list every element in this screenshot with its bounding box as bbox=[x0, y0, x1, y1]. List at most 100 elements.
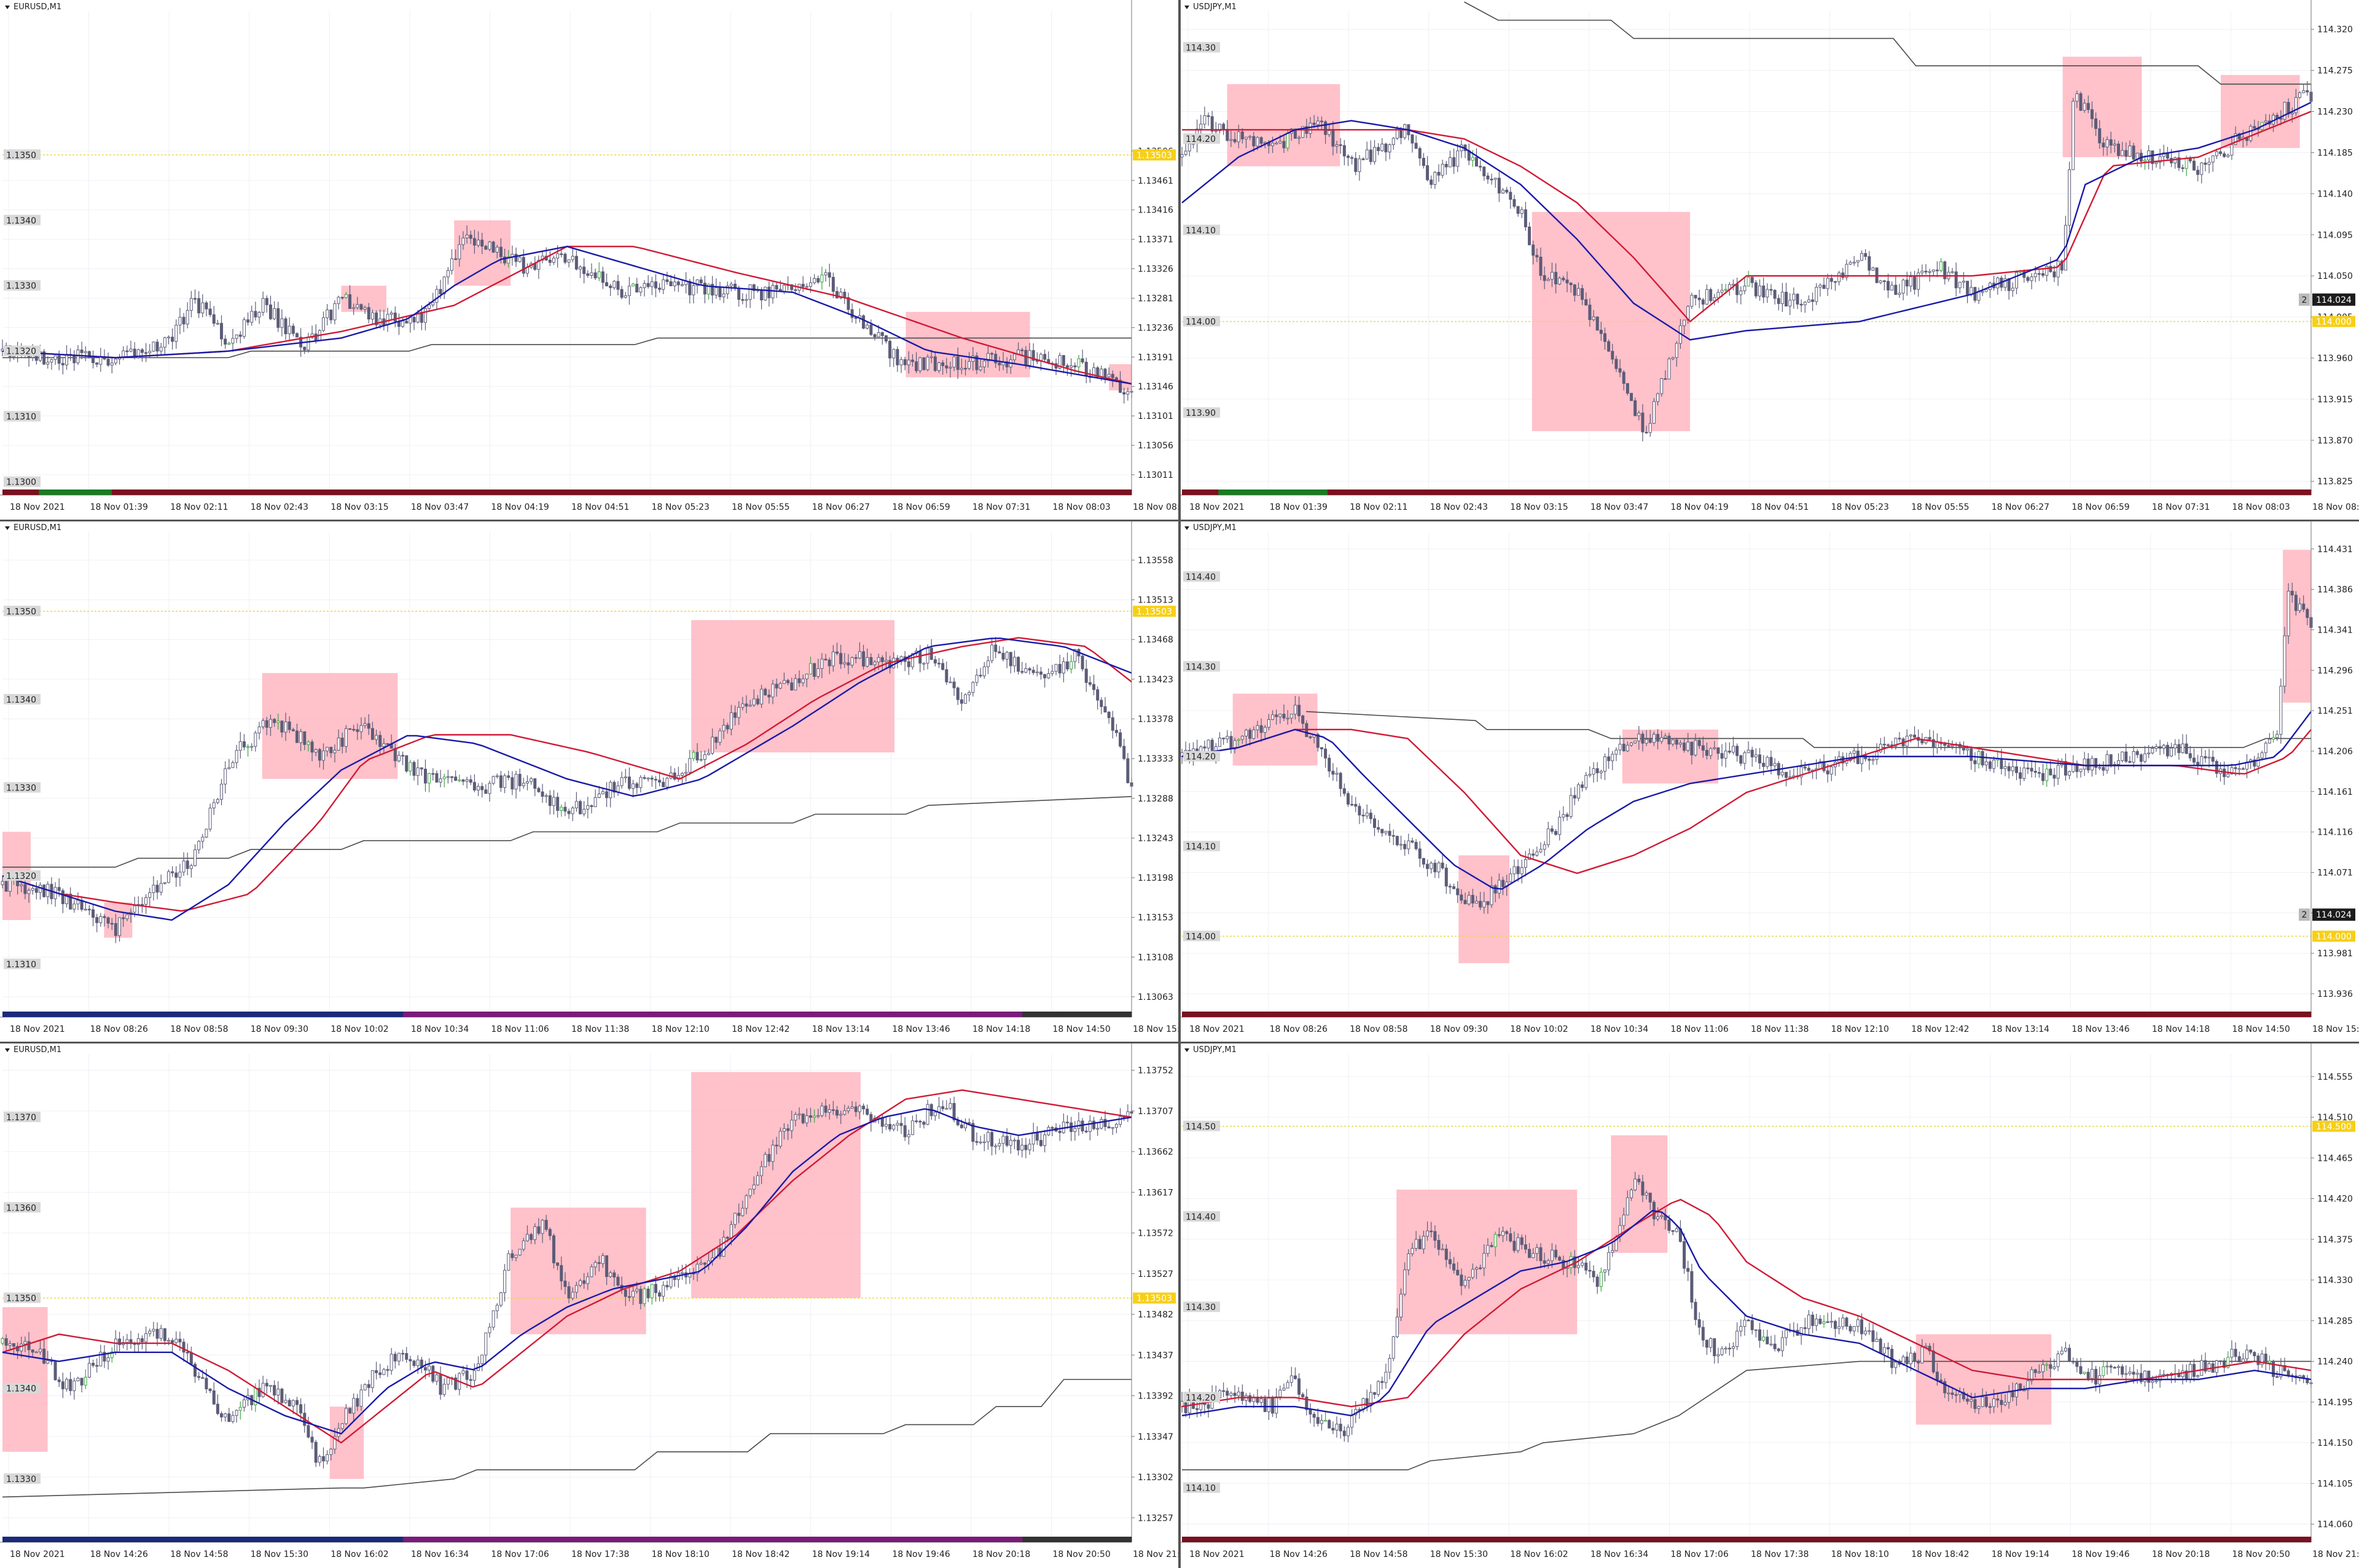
candle-body bbox=[1705, 1340, 1708, 1348]
session-segment bbox=[221, 1537, 258, 1542]
candle-body bbox=[50, 359, 53, 363]
candle-body bbox=[1058, 355, 1062, 369]
candle-body bbox=[820, 658, 824, 669]
triangle-down-icon[interactable] bbox=[1184, 6, 1189, 9]
candle-body bbox=[2249, 126, 2253, 141]
candle-body bbox=[680, 773, 684, 776]
candle-body bbox=[1346, 1427, 1350, 1437]
session-segment bbox=[475, 1012, 513, 1017]
candle-body bbox=[847, 1107, 850, 1112]
price-label-bg bbox=[4, 411, 41, 422]
chart-window-usdjpy-2[interactable]: 114.40 114.30 114.20 114.10 114.00 114.431 114… bbox=[1180, 521, 2359, 1043]
candle-body bbox=[1868, 759, 1871, 761]
price-label: 1.1330 bbox=[6, 784, 36, 794]
candle-body bbox=[1028, 1144, 1031, 1150]
window-divider-vertical[interactable] bbox=[1178, 0, 1181, 1568]
price-label: 114.10 bbox=[1186, 226, 1216, 236]
session-segment bbox=[1182, 490, 1219, 495]
candle-body bbox=[1675, 343, 1678, 358]
chart-window-eurusd-3[interactable]: 1.1370 1.1360 1.1350 1.1340 1.1330 1.13752 1.1… bbox=[0, 1043, 1180, 1568]
candle-body bbox=[2147, 1370, 2151, 1383]
session-segment bbox=[1400, 1537, 1438, 1542]
candle-body bbox=[397, 755, 401, 762]
candle-body bbox=[884, 660, 888, 662]
chart-window-eurusd-2[interactable]: 1.1350 1.1340 1.1330 1.1320 1.1310 1.13558 1.1… bbox=[0, 521, 1180, 1043]
chart-window-usdjpy-1[interactable]: 114.30 114.20 114.10 114.00 113.90 114.320 114… bbox=[1180, 0, 2359, 521]
candle-body bbox=[2234, 133, 2237, 145]
candle-body bbox=[1645, 1192, 1648, 1196]
candle-body bbox=[1065, 365, 1069, 368]
candle-body bbox=[265, 298, 268, 305]
price-tick-label: 113.915 bbox=[2317, 395, 2353, 405]
candle-body bbox=[1384, 830, 1388, 833]
session-segment bbox=[1801, 1012, 1838, 1017]
session-segment bbox=[1619, 1537, 1656, 1542]
candle-body bbox=[1569, 283, 1573, 286]
candle-body bbox=[261, 1383, 265, 1397]
level-price-tag-text: 1.13503 bbox=[1136, 607, 1172, 617]
candle-body bbox=[982, 1141, 986, 1144]
triangle-down-icon[interactable] bbox=[1184, 526, 1189, 530]
candle-body bbox=[990, 353, 994, 355]
candle-body bbox=[922, 663, 926, 665]
candle-body bbox=[2102, 1366, 2105, 1376]
candle-body bbox=[1727, 1348, 1731, 1349]
chart-window-eurusd-1[interactable]: 1.1350 1.1340 1.1330 1.1320 1.1310 1.1300 1.13… bbox=[0, 0, 1180, 521]
candle-body bbox=[2158, 156, 2162, 163]
time-label: 18 Nov 21:22 bbox=[1133, 1550, 1180, 1559]
window-divider-horizontal[interactable] bbox=[0, 1042, 2359, 1043]
candle-body bbox=[303, 731, 307, 745]
candle-body bbox=[1747, 276, 1750, 287]
chart-window-usdjpy-3[interactable]: 114.50 114.40 114.30 114.20 114.10 114.555 114… bbox=[1180, 1043, 2359, 1568]
candle-body bbox=[363, 1384, 367, 1391]
candle-body bbox=[1062, 661, 1065, 674]
candle-body bbox=[465, 1370, 469, 1380]
candle-body bbox=[92, 909, 95, 918]
candle-body bbox=[2094, 118, 2098, 129]
candle-body bbox=[530, 1234, 533, 1240]
candle-body bbox=[2170, 747, 2173, 757]
candle-body bbox=[567, 259, 571, 263]
candle-body bbox=[1894, 284, 1898, 295]
candle-body bbox=[756, 698, 759, 704]
triangle-down-icon[interactable] bbox=[5, 6, 10, 9]
candle-body bbox=[231, 1415, 235, 1422]
session-segment bbox=[1910, 490, 1947, 495]
candle-body bbox=[1592, 1271, 1595, 1277]
triangle-down-icon[interactable] bbox=[5, 1048, 10, 1052]
candle-body bbox=[1103, 1118, 1107, 1127]
triangle-down-icon[interactable] bbox=[5, 526, 10, 530]
candle-body bbox=[1331, 771, 1335, 775]
time-label: 18 Nov 20:18 bbox=[2152, 1550, 2210, 1559]
candle-body bbox=[257, 312, 261, 318]
time-label: 18 Nov 01:39 bbox=[1270, 502, 1328, 512]
session-segment bbox=[1874, 490, 1911, 495]
candle-body bbox=[2256, 757, 2260, 767]
candle-body bbox=[926, 647, 929, 664]
candle-body bbox=[1309, 1409, 1312, 1415]
candle-body bbox=[1399, 844, 1403, 846]
candle-body bbox=[910, 1120, 914, 1135]
price-label: 114.10 bbox=[1186, 1484, 1216, 1494]
window-divider-horizontal[interactable] bbox=[0, 520, 2359, 521]
candle-body bbox=[579, 267, 582, 270]
time-label: 18 Nov 16:02 bbox=[331, 1550, 388, 1559]
candle-body bbox=[65, 1379, 69, 1389]
session-segment bbox=[1692, 1012, 1729, 1017]
session-segment bbox=[2, 490, 39, 495]
candle-body bbox=[1780, 292, 1784, 304]
price-tick-label: 1.13063 bbox=[1138, 993, 1173, 1002]
candle-body bbox=[1766, 757, 1769, 767]
session-segment bbox=[39, 490, 76, 495]
candle-body bbox=[998, 1143, 1001, 1147]
triangle-down-icon[interactable] bbox=[1184, 1048, 1189, 1052]
candle-body bbox=[2116, 760, 2120, 765]
candle-body bbox=[1293, 1375, 1297, 1379]
price-tick-label: 1.13558 bbox=[1138, 556, 1173, 566]
candle-body bbox=[616, 281, 620, 290]
candle-body bbox=[1501, 880, 1505, 887]
candle-body bbox=[552, 257, 555, 263]
candle-body bbox=[688, 281, 692, 295]
price-label: 1.1320 bbox=[6, 347, 36, 357]
candle-body bbox=[971, 1123, 975, 1142]
